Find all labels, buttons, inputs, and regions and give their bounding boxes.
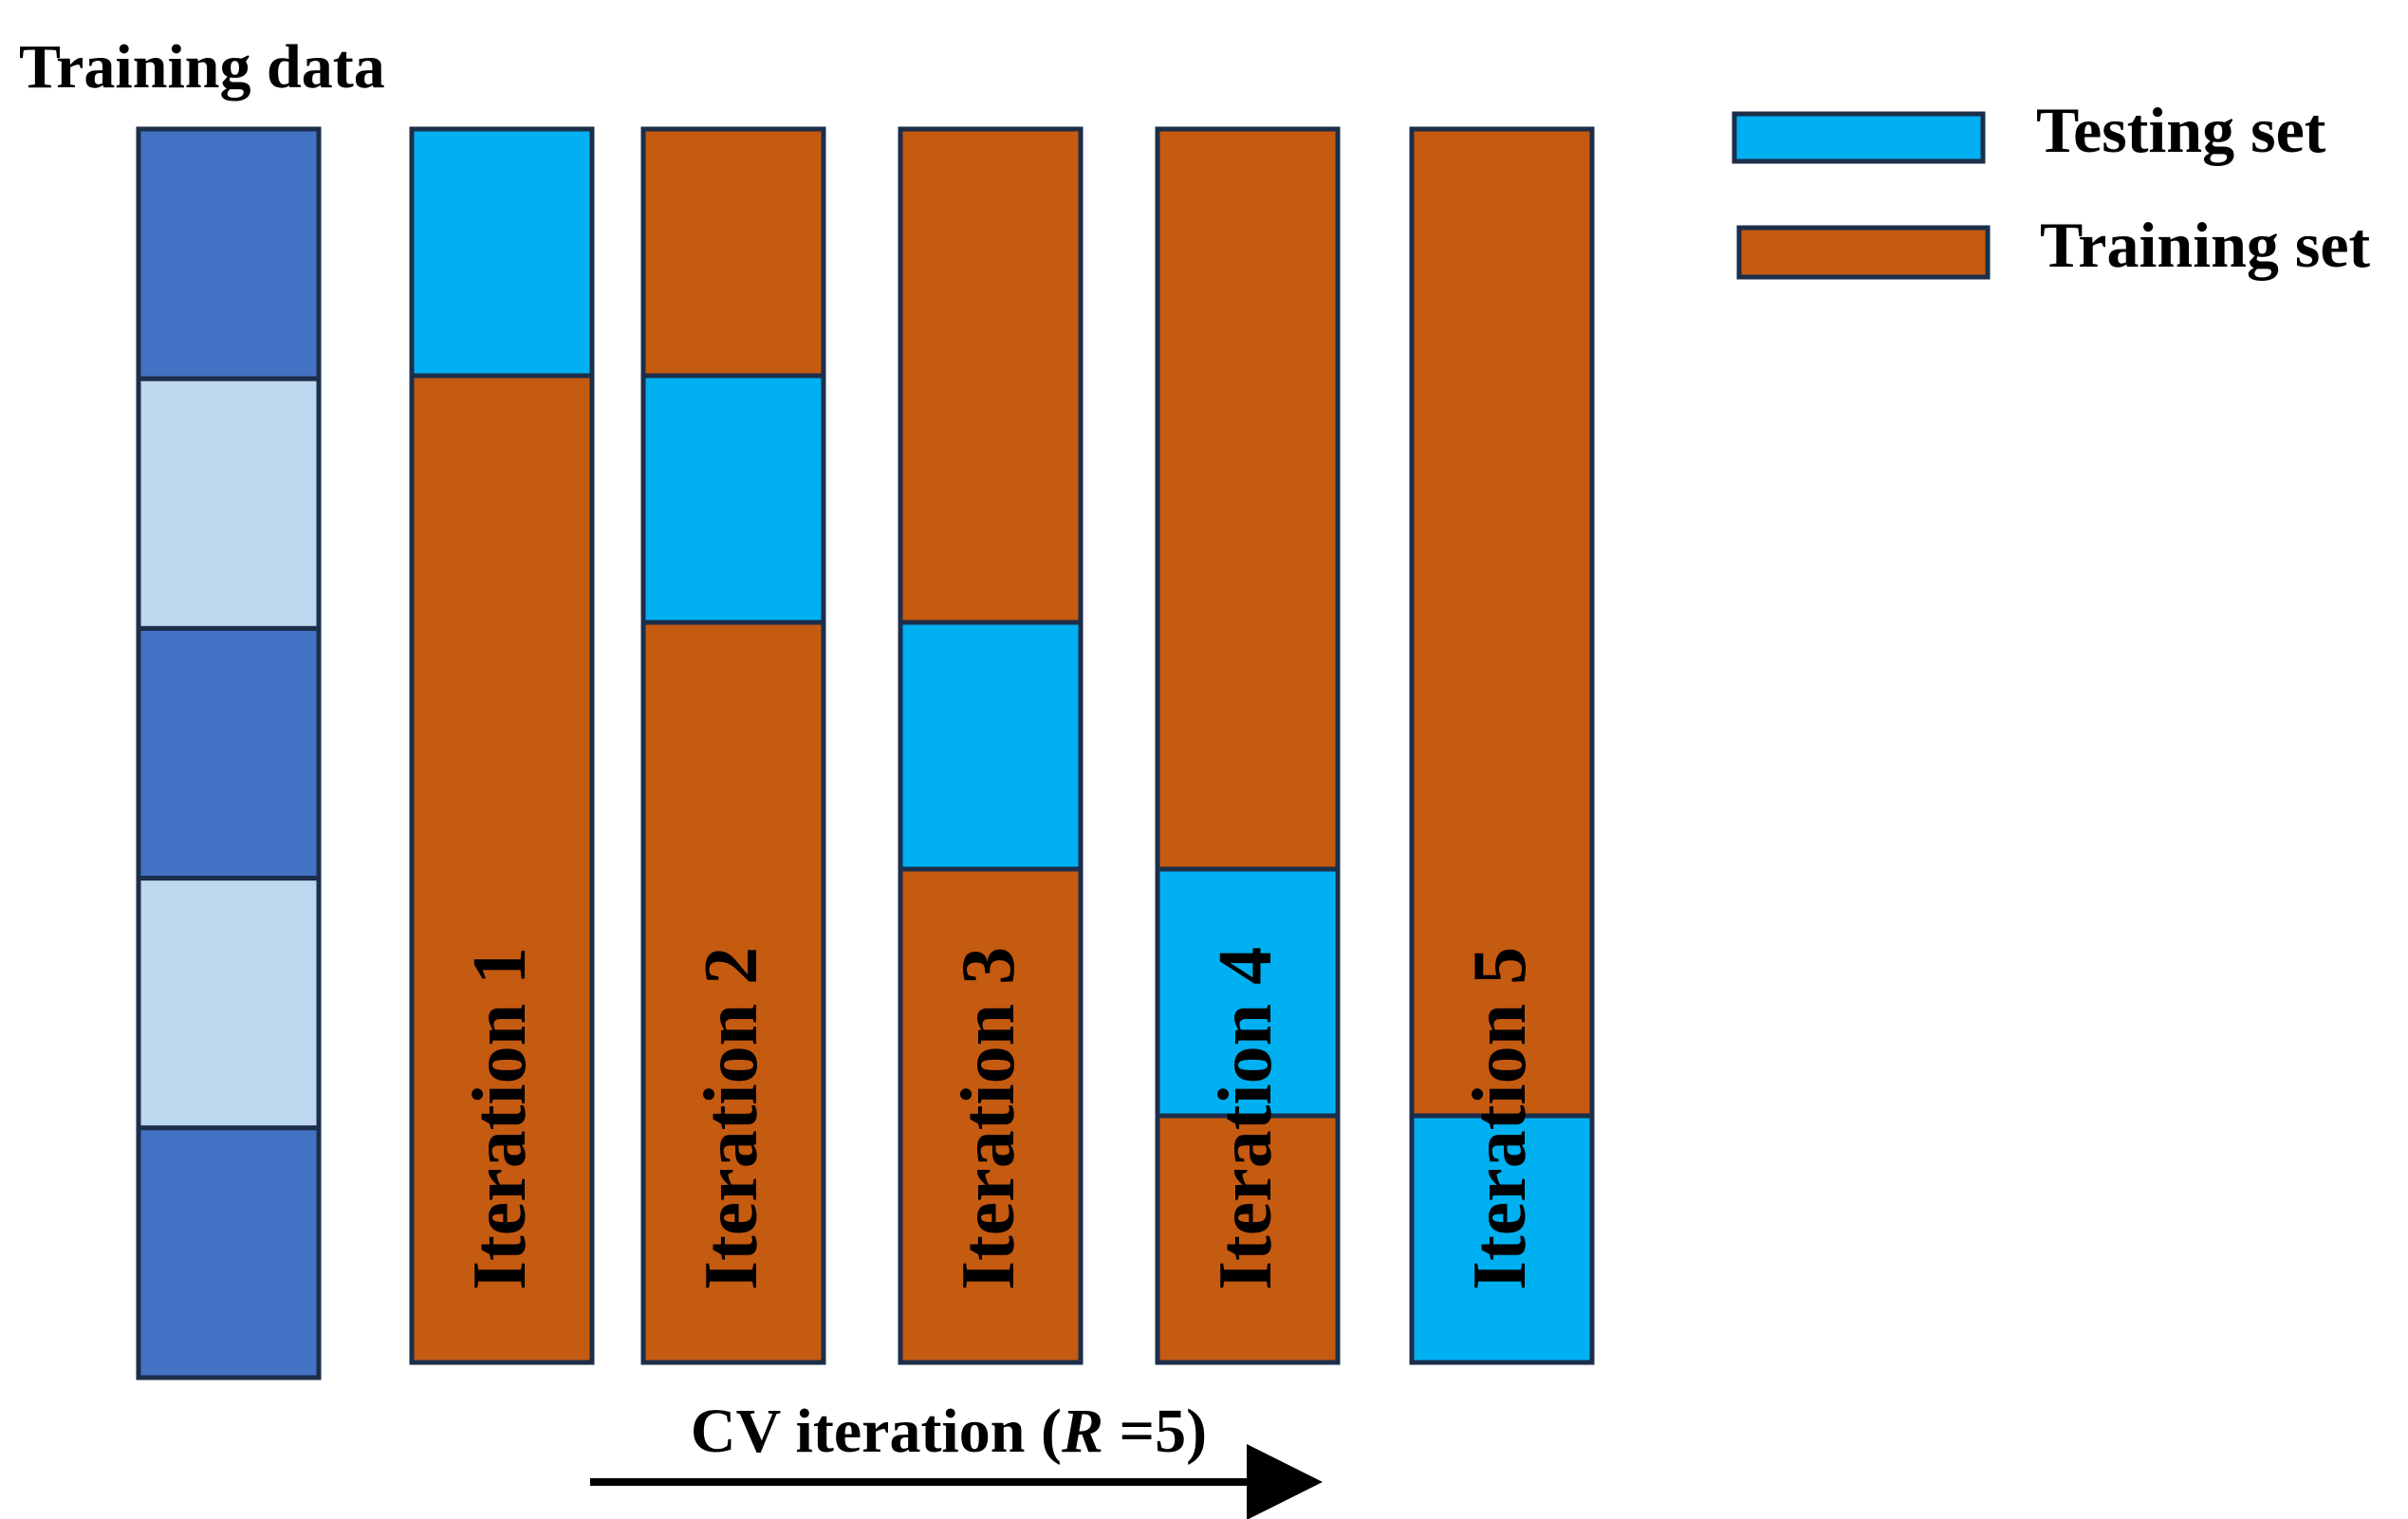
cv-label-suffix: =5) xyxy=(1103,1397,1207,1466)
data-fold-2 xyxy=(136,376,322,631)
testing-segment xyxy=(898,620,1084,872)
iteration-label: Iteration 4 xyxy=(1204,947,1287,1290)
legend-testing-swatch xyxy=(1732,111,1986,164)
iteration-label: Iteration 1 xyxy=(458,947,542,1290)
training-segment xyxy=(409,373,595,1365)
iteration-column-3: Iteration 3 xyxy=(898,126,1084,1365)
testing-segment xyxy=(1409,1113,1595,1365)
iteration-label: Iteration 5 xyxy=(1458,947,1542,1290)
iteration-label: Iteration 3 xyxy=(947,947,1030,1290)
testing-segment xyxy=(640,373,826,625)
data-fold-5 xyxy=(136,1125,322,1380)
iteration-column-2: Iteration 2 xyxy=(640,126,826,1365)
iteration-column-1: Iteration 1 xyxy=(409,126,595,1365)
iteration-column-5: Iteration 5 xyxy=(1409,126,1595,1365)
iteration-column-4: Iteration 4 xyxy=(1155,126,1341,1365)
data-fold-3 xyxy=(136,625,322,881)
training-data-column xyxy=(136,126,322,1380)
legend-training-swatch xyxy=(1736,225,1991,280)
iteration-label: Iteration 2 xyxy=(690,947,773,1290)
cv-label-variable: R xyxy=(1061,1397,1103,1466)
training-segment xyxy=(640,620,826,1365)
training-segment xyxy=(640,126,826,379)
data-fold-1 xyxy=(136,126,322,381)
training-segment xyxy=(898,126,1084,625)
legend: Testing set Training set xyxy=(1732,94,2371,281)
iteration-columns: Iteration 1 Iteration 2 Iteration 3 Iterati… xyxy=(409,126,1595,1365)
legend-testing-label: Testing set xyxy=(2036,94,2326,166)
training-segment xyxy=(1155,1113,1341,1365)
cv-label-prefix: CV iteration ( xyxy=(691,1397,1062,1466)
diagram-title: Training data xyxy=(19,32,385,102)
training-segment xyxy=(898,866,1084,1365)
training-segment xyxy=(1155,126,1341,872)
legend-training-label: Training set xyxy=(2040,209,2371,281)
data-fold-4 xyxy=(136,876,322,1131)
testing-segment xyxy=(409,126,595,379)
testing-segment xyxy=(1155,866,1341,1119)
cv-iteration-label: CV iteration (R =5) xyxy=(691,1397,1207,1466)
training-segment xyxy=(1409,126,1595,1119)
